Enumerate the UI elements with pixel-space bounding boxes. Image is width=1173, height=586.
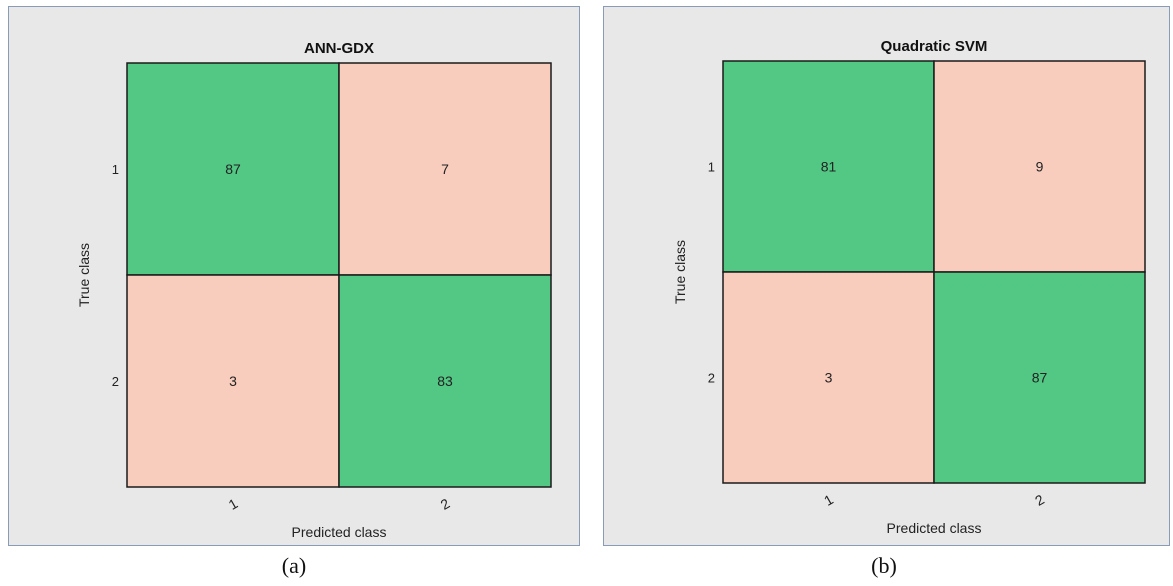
matrix-cell-b-1-2 (933, 60, 1146, 273)
confusion-matrix-panel-b: Quadratic SVM 81 9 3 87 1 2 1 2 Predicted class Tr… (603, 6, 1170, 546)
x-tick-label-a-2: 2 (438, 495, 453, 513)
cell-value-b-1-1: 81 (821, 159, 837, 175)
confusion-matrix-chart-b: Quadratic SVM 81 9 3 87 1 2 1 2 Predicted class Tr… (672, 38, 1146, 536)
y-tick-label-b-1: 1 (708, 160, 715, 175)
matrix-cell-b-2-1 (722, 271, 935, 484)
matrix-cell-a-1-2 (338, 62, 552, 276)
figure-caption-b: (b) (871, 553, 897, 578)
matrix-cell-b-1-1 (722, 60, 935, 273)
y-axis-label-b: True class (672, 240, 688, 304)
cell-value-a-1-1: 87 (225, 161, 241, 177)
matrix-cell-b-2-2 (933, 271, 1146, 484)
confusion-matrix-panel-a: ANN-GDX 87 7 3 83 1 2 1 2 Predicted class True cla… (8, 6, 580, 546)
y-tick-label-b-2: 2 (708, 371, 715, 386)
x-axis-label-a: Predicted class (292, 524, 387, 540)
x-tick-label-b-2: 2 (1032, 491, 1047, 509)
cell-value-b-1-2: 9 (1036, 159, 1044, 175)
y-tick-label-a-2: 2 (112, 374, 119, 389)
matrix-cell-a-2-1 (126, 274, 340, 488)
cell-value-b-2-2: 87 (1032, 370, 1048, 386)
cell-value-a-1-2: 7 (441, 161, 449, 177)
matrix-cell-a-2-2 (338, 274, 552, 488)
cell-value-b-2-1: 3 (825, 370, 833, 386)
y-tick-label-a-1: 1 (112, 162, 119, 177)
x-axis-label-b: Predicted class (887, 520, 982, 536)
x-tick-label-a-1: 1 (226, 495, 241, 513)
cell-value-a-2-1: 3 (229, 373, 237, 389)
chart-title-b: Quadratic SVM (881, 38, 988, 55)
matrix-cell-a-1-1 (126, 62, 340, 276)
cell-value-a-2-2: 83 (437, 373, 453, 389)
confusion-matrix-chart-a: ANN-GDX 87 7 3 83 1 2 1 2 Predicted class True cla… (76, 40, 552, 540)
x-tick-label-b-1: 1 (821, 491, 836, 509)
chart-title-a: ANN-GDX (304, 40, 374, 57)
y-axis-label-a: True class (76, 243, 92, 307)
figure-caption-a: (a) (281, 553, 307, 578)
